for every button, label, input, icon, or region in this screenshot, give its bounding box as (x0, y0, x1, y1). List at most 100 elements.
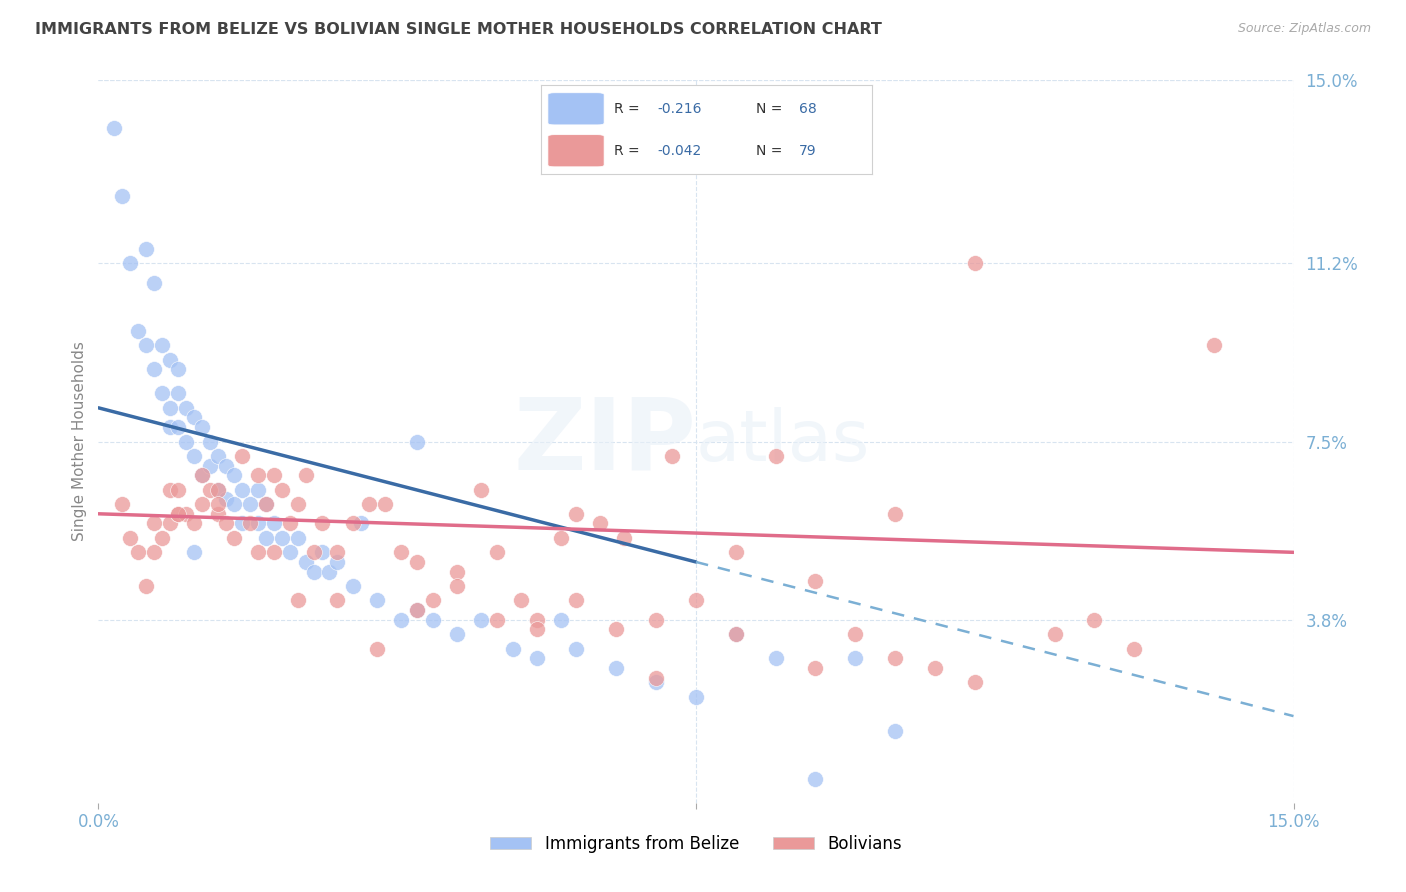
Point (311, 516, 333, 531)
Text: R =: R = (614, 144, 644, 158)
Point (844, 627, 866, 641)
Point (103, 121, 125, 136)
Point (645, 613, 668, 627)
Point (159, 420, 181, 434)
Point (294, 555, 316, 569)
Point (198, 458, 221, 473)
Point (661, 449, 683, 463)
Point (804, 661, 827, 675)
Point (1202, 338, 1225, 352)
Point (239, 516, 262, 531)
Point (143, 516, 166, 531)
Point (135, 579, 157, 593)
Point (342, 516, 364, 531)
Point (183, 449, 205, 463)
Point (526, 623, 548, 637)
Point (135, 338, 157, 352)
Point (231, 449, 253, 463)
FancyBboxPatch shape (548, 93, 605, 125)
Point (389, 545, 412, 559)
Point (470, 483, 492, 497)
Point (231, 483, 253, 497)
Point (159, 516, 181, 531)
Point (422, 593, 444, 607)
Point (198, 434, 221, 449)
Point (884, 723, 907, 738)
Text: ZIP: ZIP (513, 393, 696, 490)
Point (198, 483, 221, 497)
Point (1083, 613, 1105, 627)
Point (765, 449, 787, 463)
Point (207, 497, 229, 511)
Point (143, 276, 166, 290)
Point (159, 401, 181, 415)
Point (174, 434, 197, 449)
Point (565, 593, 588, 607)
Point (406, 434, 429, 449)
Point (844, 651, 866, 665)
Text: -0.042: -0.042 (657, 144, 702, 158)
Point (174, 401, 197, 415)
Point (120, 256, 142, 270)
Point (685, 690, 707, 704)
Point (270, 483, 292, 497)
Point (1043, 627, 1066, 641)
Point (406, 603, 429, 617)
Point (174, 507, 197, 521)
Point (222, 531, 245, 545)
Point (150, 386, 173, 401)
Point (509, 593, 531, 607)
Point (884, 507, 907, 521)
Point (645, 675, 668, 690)
Point (183, 410, 205, 425)
Point (470, 613, 492, 627)
Text: Source: ZipAtlas.com: Source: ZipAtlas.com (1237, 22, 1371, 36)
Point (302, 565, 325, 579)
Point (485, 545, 508, 559)
Point (254, 497, 277, 511)
Point (406, 603, 429, 617)
Point (1123, 641, 1146, 656)
Point (502, 641, 524, 656)
Point (159, 352, 181, 367)
Point (374, 497, 396, 511)
Point (246, 468, 269, 483)
Point (278, 545, 301, 559)
Text: N =: N = (756, 102, 787, 116)
Point (350, 516, 373, 531)
Point (135, 242, 157, 256)
Point (191, 420, 214, 434)
Point (446, 579, 468, 593)
Point (804, 574, 827, 589)
Point (207, 507, 229, 521)
Point (231, 516, 253, 531)
Point (191, 497, 214, 511)
Text: N =: N = (756, 144, 787, 158)
Point (167, 362, 190, 376)
Point (565, 641, 588, 656)
Point (526, 613, 548, 627)
Point (167, 386, 190, 401)
Y-axis label: Single Mother Households: Single Mother Households (72, 342, 87, 541)
Point (605, 623, 627, 637)
Point (565, 507, 588, 521)
Legend: Immigrants from Belize, Bolivians: Immigrants from Belize, Bolivians (484, 828, 908, 860)
Point (550, 613, 572, 627)
Point (183, 516, 205, 531)
Point (287, 497, 309, 511)
Point (924, 661, 946, 675)
Point (254, 531, 277, 545)
Point (246, 483, 269, 497)
Point (263, 468, 285, 483)
Point (215, 492, 238, 507)
Point (287, 593, 309, 607)
Point (389, 613, 412, 627)
Point (366, 593, 388, 607)
Point (191, 468, 214, 483)
Point (270, 531, 292, 545)
Point (239, 497, 262, 511)
Point (318, 565, 340, 579)
Point (302, 545, 325, 559)
Point (550, 531, 572, 545)
Text: -0.216: -0.216 (657, 102, 702, 116)
